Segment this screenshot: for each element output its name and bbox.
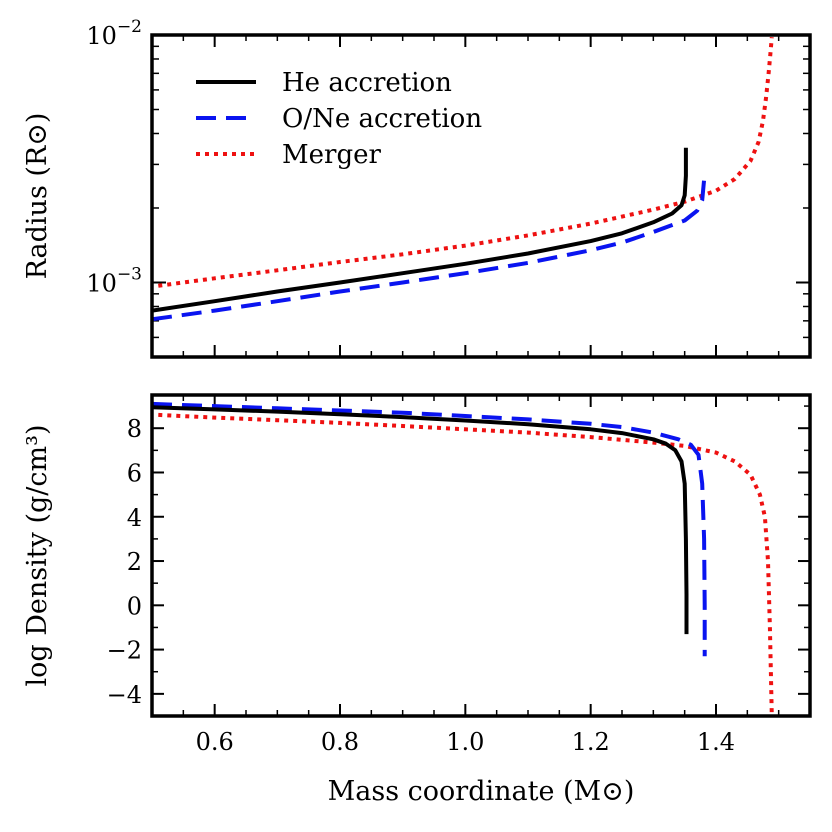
y-axis-title-density: log Density (g/cm³) bbox=[22, 425, 53, 687]
series-line-he-accretion bbox=[152, 147, 688, 313]
radius-panel-frame bbox=[150, 33, 812, 359]
y-tick-label: 0 bbox=[127, 592, 142, 620]
series-line-he-accretion bbox=[152, 405, 689, 635]
y-tick-label: 4 bbox=[127, 504, 142, 532]
legend-label: O/Ne accretion bbox=[282, 104, 482, 134]
series-line-merger bbox=[158, 37, 774, 288]
x-tick-label: 1.4 bbox=[697, 728, 735, 756]
x-tick-label: 1.0 bbox=[446, 728, 484, 756]
series-line-merger bbox=[158, 412, 774, 716]
x-tick-label: 0.6 bbox=[196, 728, 234, 756]
y-tick-label: 8 bbox=[127, 415, 142, 443]
legend-label: Merger bbox=[282, 140, 381, 170]
x-axis-title: Mass coordinate (M⊙) bbox=[328, 776, 635, 807]
density-panel-frame bbox=[150, 393, 812, 718]
legend-label: He accretion bbox=[282, 68, 452, 98]
y-tick-label: 2 bbox=[127, 548, 142, 576]
series-line-o-ne-accretion bbox=[152, 179, 707, 322]
x-tick-label: 0.8 bbox=[321, 728, 359, 756]
y-tick-label: 6 bbox=[127, 459, 142, 487]
legend: He accretion O/Ne accretion Merger bbox=[196, 68, 482, 170]
density-panel: 0.6 0.8 1.0 1.2 1.4 −4 −2 0 2 4 6 8 bbox=[107, 393, 812, 756]
axis-titles: Radius (R⊙) log Density (g/cm³) Mass coord… bbox=[22, 113, 634, 807]
y-tick-label: 10−3 bbox=[86, 264, 142, 297]
y-axis-title-radius: Radius (R⊙) bbox=[22, 113, 53, 280]
y-tick-label: 10−2 bbox=[86, 17, 142, 50]
x-tick-label: 1.2 bbox=[572, 728, 610, 756]
y-tick-label: −4 bbox=[107, 681, 142, 709]
series-line-o-ne-accretion bbox=[152, 401, 707, 657]
radius-panel: 10−3 10−2 bbox=[86, 17, 812, 359]
y-tick-label: −2 bbox=[107, 637, 142, 665]
